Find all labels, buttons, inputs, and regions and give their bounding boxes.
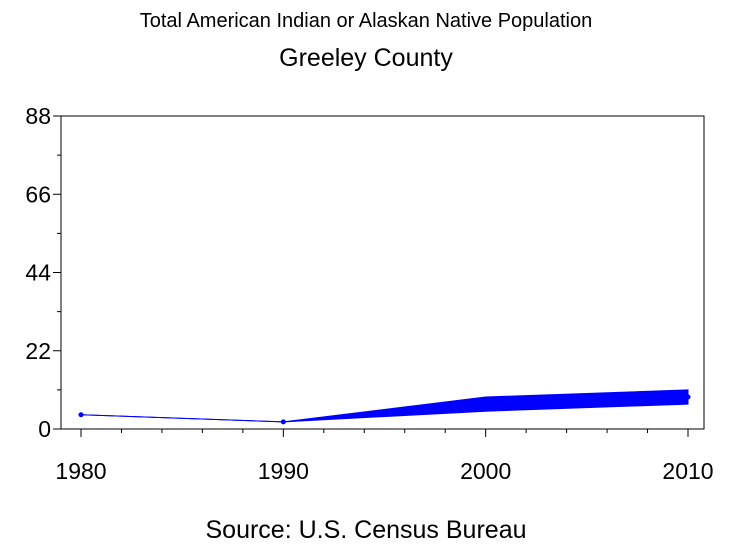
chart-source: Source: U.S. Census Bureau — [206, 516, 527, 544]
x-tick-label: 1990 — [258, 458, 309, 484]
y-tick-label: 44 — [25, 260, 51, 286]
y-tick-label: 88 — [25, 103, 51, 129]
chart-title: Total American Indian or Alaskan Native … — [140, 10, 593, 32]
x-tick-label: 2000 — [460, 458, 511, 484]
data-point — [280, 419, 286, 425]
y-axis: 0 22 44 66 88 — [25, 103, 61, 442]
data-point — [78, 412, 84, 418]
y-tick-label: 66 — [25, 181, 51, 207]
x-axis: 1980 1990 2000 2010 — [55, 429, 714, 484]
chart-subtitle: Greeley County — [279, 44, 453, 72]
series-layer — [78, 389, 691, 425]
plot-frame — [60, 115, 705, 430]
x-tick-label: 1980 — [55, 458, 106, 484]
series-line — [80, 396, 689, 423]
data-point — [483, 405, 489, 411]
data-point — [685, 394, 691, 400]
series-band — [80, 389, 689, 423]
y-tick-label: 22 — [25, 338, 51, 364]
y-tick-label: 0 — [38, 416, 51, 442]
x-tick-label: 2010 — [662, 458, 713, 484]
